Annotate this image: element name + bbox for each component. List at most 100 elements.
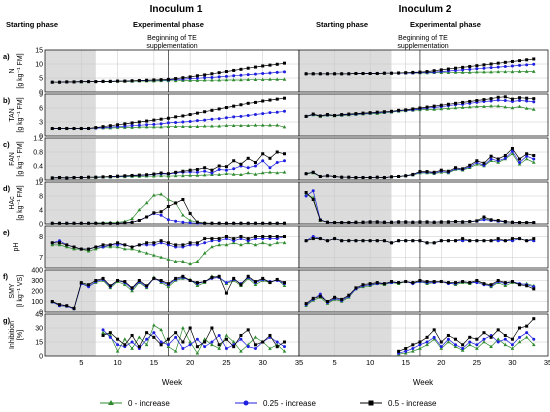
data-point-2 (375, 175, 379, 179)
data-point-2 (116, 174, 120, 178)
data-point-2 (446, 239, 450, 243)
data-point-2 (174, 243, 178, 247)
data-point-1 (510, 149, 514, 153)
x-tick-label: 30 (259, 358, 267, 367)
data-point-2 (439, 340, 443, 344)
data-point-2 (333, 237, 337, 241)
data-point-2 (468, 65, 472, 69)
data-point-0 (101, 330, 105, 334)
data-point-0 (195, 283, 200, 288)
data-point-2 (397, 71, 401, 75)
data-point-2 (389, 175, 393, 179)
data-point-2 (203, 221, 207, 225)
row-letter: e) (3, 228, 10, 237)
data-point-1 (246, 73, 250, 77)
data-point-2 (137, 173, 141, 177)
data-point-2 (304, 72, 308, 76)
data-point-0 (231, 123, 236, 128)
data-point-2 (137, 79, 141, 83)
data-point-2 (94, 80, 98, 84)
data-point-2 (525, 284, 529, 288)
data-point-2 (404, 220, 408, 224)
data-point-2 (239, 103, 243, 107)
data-point-1 (510, 343, 514, 347)
y-tick-label: 15 (35, 340, 43, 347)
data-point-2 (361, 239, 365, 243)
data-point-1 (217, 168, 221, 171)
data-point-1 (159, 213, 163, 217)
data-point-2 (361, 283, 365, 287)
data-point-0 (239, 77, 243, 82)
data-point-2 (239, 283, 243, 287)
data-point-0 (467, 70, 472, 74)
data-point-2 (166, 205, 170, 208)
data-point-0 (524, 335, 529, 339)
data-point-2 (389, 241, 393, 245)
data-point-0 (152, 253, 156, 257)
data-point-2 (224, 165, 228, 169)
data-point-2 (318, 237, 322, 241)
data-point-2 (446, 333, 450, 337)
data-point-2 (108, 331, 112, 335)
legend-marker-2 (368, 400, 374, 406)
data-point-2 (503, 239, 507, 243)
data-point-2 (432, 280, 436, 284)
data-point-2 (361, 176, 365, 180)
data-point-2 (311, 237, 315, 241)
data-point-2 (246, 66, 250, 70)
data-point-2 (347, 221, 351, 225)
data-point-1 (166, 343, 170, 347)
data-point-1 (482, 218, 486, 222)
data-point-2 (210, 237, 214, 241)
panel-d-1: 0 4 8 12 (35, 180, 300, 229)
y-tick-label: 4 (39, 208, 43, 215)
data-point-2 (101, 79, 105, 83)
x-tick-label: 35 (544, 358, 550, 367)
data-point-2 (217, 343, 221, 347)
data-point-2 (145, 241, 149, 245)
row-g: g)Inhibition [%] 0 15 30 45 5 10 15 20 25 30 35 5 10 15… (3, 312, 550, 368)
data-point-2 (239, 67, 243, 71)
data-point-0 (503, 69, 508, 74)
data-point-2 (510, 220, 514, 224)
data-point-2 (439, 280, 443, 284)
data-point-0 (460, 348, 465, 352)
data-point-0 (195, 259, 200, 263)
data-point-2 (333, 175, 337, 178)
data-point-2 (439, 239, 443, 243)
panel-f-2 (298, 269, 549, 313)
data-point-2 (282, 340, 286, 344)
data-point-1 (253, 164, 257, 168)
data-point-2 (232, 104, 236, 108)
data-point-2 (496, 61, 500, 65)
data-point-2 (123, 243, 127, 247)
data-point-1 (525, 154, 529, 158)
data-point-0 (166, 124, 171, 128)
data-point-2 (174, 201, 178, 205)
data-point-2 (87, 175, 91, 179)
data-point-2 (87, 127, 91, 131)
data-point-1 (195, 337, 199, 341)
data-point-2 (418, 279, 422, 282)
data-point-1 (454, 343, 458, 347)
data-point-2 (397, 239, 401, 243)
x-tick-label: 5 (79, 358, 83, 367)
data-point-2 (116, 241, 120, 245)
data-point-2 (79, 281, 83, 285)
data-point-1 (468, 67, 472, 71)
data-point-2 (333, 113, 337, 117)
data-point-2 (268, 235, 272, 238)
data-point-2 (210, 326, 214, 330)
data-point-1 (210, 340, 214, 344)
data-point-2 (123, 174, 127, 178)
data-point-0 (115, 245, 120, 249)
data-point-2 (446, 281, 450, 285)
data-point-2 (195, 241, 199, 245)
data-point-1 (181, 347, 185, 351)
data-point-2 (475, 279, 479, 282)
legend-label-2: 0.5 - increase (388, 399, 437, 408)
data-point-2 (375, 239, 379, 243)
data-point-0 (524, 157, 529, 161)
data-point-2 (210, 168, 214, 172)
data-point-2 (108, 79, 112, 83)
